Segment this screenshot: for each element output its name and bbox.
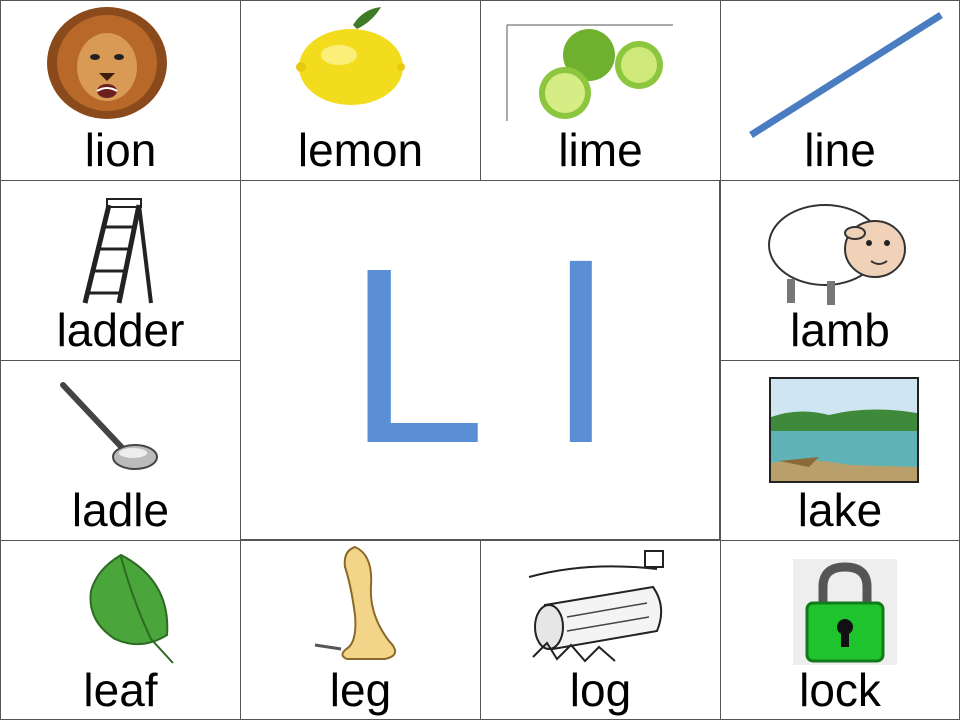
card-lemon: lemon [240,0,481,181]
card-lock: lock [720,540,960,720]
lion-icon [47,7,167,119]
lime-icon [506,24,673,121]
word-lemon: lemon [297,124,424,176]
word-ladder: ladder [56,304,185,356]
log-icon [528,550,664,663]
word-lock: lock [799,664,881,716]
word-line: line [804,124,876,176]
leaf-icon [89,553,174,664]
card-lion: lion [0,0,241,181]
lake-icon [769,377,919,483]
card-lamb: lamb [720,180,960,361]
card-ladder: ladder [0,180,241,361]
letter-panel: L l [240,180,720,540]
card-lime: lime [480,0,721,181]
lamb-icon [768,204,906,305]
ladder-icon [82,198,153,304]
card-ladle: ladle [0,360,241,541]
lock-icon [793,559,897,665]
word-lamb: lamb [790,304,890,356]
word-lion: lion [84,124,157,176]
card-leaf: leaf [0,540,241,720]
card-log: log [480,540,721,720]
leg-icon [314,545,396,660]
word-leaf: leaf [83,664,158,716]
lemon-icon [296,7,405,105]
card-leg: leg [240,540,481,720]
card-line: line [720,0,960,181]
word-lake: lake [797,484,883,536]
line-icon [749,12,943,138]
uppercase-letter: L [347,216,487,495]
card-lake: lake [720,360,960,541]
word-ladle: ladle [71,484,170,536]
lowercase-letter: l [553,216,609,495]
word-log: log [569,664,632,716]
word-lime: lime [558,124,643,176]
word-leg: leg [329,664,392,716]
ladle-icon [60,382,158,470]
